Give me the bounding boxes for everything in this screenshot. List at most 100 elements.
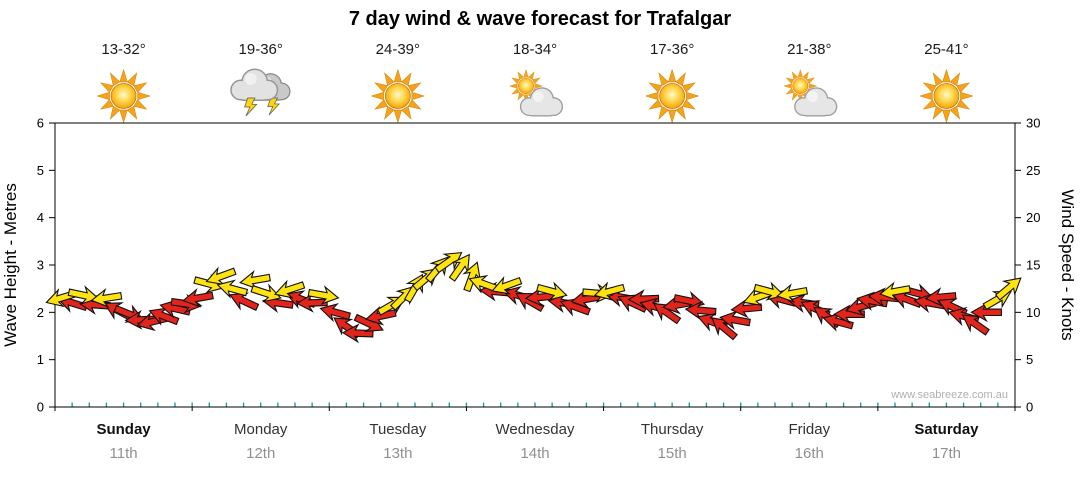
sun-ray	[922, 82, 937, 93]
wind-arrow	[182, 288, 214, 308]
axis-ticks: 0 1 2 3 4 5 6 0 5 10 15 20 25 30	[37, 116, 1041, 415]
sun-ray	[534, 83, 543, 89]
sun-ray	[96, 91, 110, 101]
wind-arrow	[515, 292, 545, 313]
wind-arrow	[462, 261, 481, 293]
wind-arrow	[711, 317, 738, 341]
wind-arrow	[307, 285, 340, 305]
wind-arrow	[924, 287, 957, 307]
sun-ray	[517, 92, 524, 101]
sun-ray	[675, 72, 686, 87]
left-tick-label: 2	[37, 305, 44, 320]
sun-ray	[528, 71, 535, 80]
left-tick-label: 6	[37, 116, 44, 131]
day-temperature: 18-34°	[513, 41, 557, 58]
day-labels: Sunday 11th Monday 12th Tuesday 13th Wednesday…	[96, 421, 979, 462]
right-axis-label: Wind Speed - Knots	[1058, 189, 1077, 340]
right-tick-label: 0	[1026, 400, 1033, 415]
day-date: 12th	[246, 445, 275, 462]
day-name: Sunday	[96, 421, 151, 438]
left-tick-label: 3	[37, 258, 44, 273]
sun-ray	[374, 99, 389, 110]
wind-arrow	[295, 292, 328, 313]
weather-icon-sunny	[644, 68, 700, 124]
sun-ray	[133, 82, 148, 93]
sun-ray	[791, 92, 799, 101]
sun-ray	[785, 88, 795, 95]
sun-ray	[407, 99, 422, 110]
wind-arrow	[364, 306, 397, 326]
sun-ray	[806, 77, 815, 84]
sun-ray	[407, 82, 422, 93]
sun-ray	[681, 82, 696, 93]
sun-ray	[393, 68, 402, 83]
wind-arrow	[491, 275, 523, 295]
day-temperature: 17-36°	[650, 41, 694, 58]
sun-ray	[802, 71, 809, 80]
sun-ray	[119, 109, 128, 124]
sun-ray	[401, 72, 412, 87]
wind-arrow	[273, 279, 306, 299]
day-temperature: 13-32°	[101, 41, 145, 58]
sun-ray	[137, 91, 151, 101]
sun-icon	[370, 68, 426, 124]
wind-arrow	[468, 275, 500, 294]
sun-ray	[932, 105, 944, 120]
sun-ray	[956, 99, 971, 110]
weather-icon-sunny	[370, 68, 426, 124]
sun-icon	[644, 68, 700, 124]
wind-arrow	[719, 310, 751, 330]
weather-icon-sunny	[919, 68, 974, 124]
sun-ray	[681, 99, 696, 110]
right-tick-label: 10	[1026, 305, 1040, 320]
day-name: Saturday	[914, 421, 979, 438]
right-tick-label: 20	[1026, 210, 1040, 225]
sun-ray	[648, 82, 663, 93]
sun-ray	[109, 105, 121, 120]
sun-ray	[783, 83, 792, 89]
left-tick-label: 1	[37, 352, 44, 367]
sun-ray	[658, 105, 669, 120]
weather-icon-thunderstorm	[230, 68, 291, 117]
sun-disc	[384, 83, 411, 109]
sun-icon	[96, 68, 151, 124]
left-tick-label: 4	[37, 210, 44, 225]
sun-ray	[126, 105, 138, 120]
day-date: 14th	[520, 445, 549, 462]
wind-arrow	[148, 307, 180, 326]
cloud-icon	[794, 87, 838, 117]
sun-ray	[932, 72, 944, 87]
cloud-icon	[519, 87, 564, 117]
day-name: Monday	[234, 421, 288, 438]
sun-ray	[133, 99, 148, 110]
daily-forecast-row: 13-32° 19-36° 24-39° 18-34° 17-36° 21-38° 25-4…	[96, 41, 974, 124]
day-temperature: 19-36°	[239, 41, 283, 58]
wind-arrow	[961, 314, 990, 336]
sun-ray	[523, 69, 529, 78]
day-date: 17th	[932, 445, 961, 462]
page-title: 7 day wind & wave forecast for Trafalgar	[348, 8, 732, 30]
sun-ray	[374, 82, 389, 93]
wind-arrow	[753, 281, 785, 301]
sun-ray	[126, 72, 138, 87]
left-tick-label: 5	[37, 163, 44, 178]
weather-icon-partly-cloudy	[509, 69, 564, 117]
sun-ray	[960, 91, 974, 101]
wind-arrow	[448, 253, 470, 282]
sun-ray	[668, 109, 677, 124]
sun-icon	[919, 68, 974, 124]
wind-arrow	[250, 283, 282, 303]
right-tick-label: 5	[1026, 352, 1033, 367]
wind-arrow	[205, 266, 237, 286]
sun-ray	[119, 68, 128, 83]
sun-ray	[644, 91, 659, 101]
wind-arrow	[994, 277, 1022, 301]
sun-ray	[99, 82, 114, 93]
sun-disc	[792, 78, 809, 94]
sun-ray	[511, 77, 520, 84]
lightning-icon	[244, 97, 258, 117]
day-name: Friday	[788, 421, 830, 438]
wind-arrow	[822, 312, 854, 332]
wind-arrow	[653, 303, 682, 325]
